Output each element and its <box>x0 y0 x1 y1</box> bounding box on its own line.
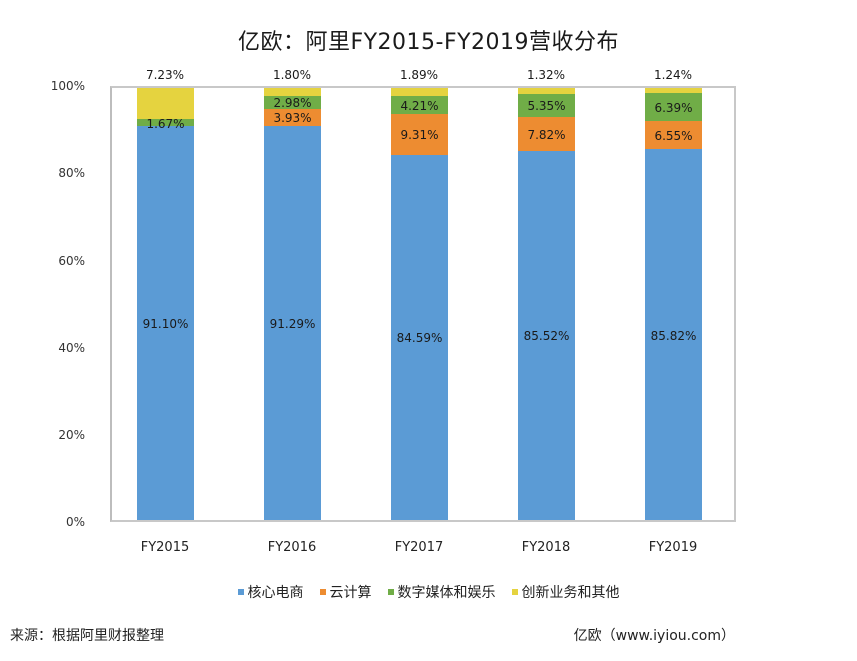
bar-segment <box>391 154 448 520</box>
data-label: 91.10% <box>142 317 189 332</box>
data-label: 85.52% <box>523 329 570 344</box>
legend-label: 数字媒体和娱乐 <box>397 585 496 601</box>
data-label: 2.98% <box>273 96 312 111</box>
bar-segment <box>645 93 702 121</box>
bar-fy2016: 91.29% 3.93% 2.98% <box>264 88 321 520</box>
data-label-top: 1.32% <box>526 68 566 82</box>
bar-segment <box>264 88 321 96</box>
bar-segment <box>391 96 448 115</box>
legend: 核心电商 云计算 数字媒体和娱乐 创新业务和其他 <box>0 582 857 602</box>
data-label: 4.21% <box>400 99 439 114</box>
x-tick-fy2016: FY2016 <box>267 540 317 555</box>
legend-swatch-icon <box>237 589 244 595</box>
legend-label: 创新业务和其他 <box>521 585 620 601</box>
data-label-top: 7.23% <box>145 68 185 82</box>
x-tick-fy2015: FY2015 <box>140 540 190 555</box>
legend-item-cloud: 云计算 <box>319 582 372 602</box>
bar-fy2019: 85.82% 6.55% 6.39% <box>645 88 702 520</box>
legend-item-innovation: 创新业务和其他 <box>511 582 620 602</box>
y-tick-0: 0% <box>65 515 85 529</box>
legend-label: 核心电商 <box>247 585 304 601</box>
bar-segment <box>645 88 702 94</box>
source-note: 来源：根据阿里财报整理 <box>10 628 164 644</box>
data-label: 5.35% <box>527 99 566 114</box>
y-tick-80: 80% <box>58 166 85 180</box>
chart-title: 亿欧：阿里FY2015-FY2019营收分布 <box>237 30 620 55</box>
bar-segment <box>264 108 321 126</box>
legend-swatch-icon <box>387 589 394 595</box>
bar-fy2017: 84.59% 9.31% 4.21% <box>391 88 448 520</box>
x-tick-fy2019: FY2019 <box>648 540 698 555</box>
data-label-top: 1.24% <box>653 68 693 82</box>
legend-item-core-ecommerce: 核心电商 <box>237 582 304 602</box>
y-tick-100: 100% <box>50 79 85 93</box>
bar-segment <box>137 119 194 127</box>
y-tick-60: 60% <box>58 254 85 268</box>
data-label: 6.39% <box>654 101 693 116</box>
bar-segment <box>391 88 448 97</box>
data-label: 91.29% <box>269 316 316 331</box>
bar-fy2018: 85.52% 7.82% 5.35% <box>518 87 575 520</box>
bar-segment <box>645 120 702 150</box>
bar-segment <box>391 114 448 155</box>
bar-segment <box>137 126 194 520</box>
legend-label: 云计算 <box>329 585 372 601</box>
data-label-top: 1.89% <box>399 68 439 82</box>
y-tick-40: 40% <box>58 341 85 355</box>
data-label: 84.59% <box>396 331 443 346</box>
legend-swatch-icon <box>511 589 518 595</box>
x-tick-fy2018: FY2018 <box>521 540 571 555</box>
data-label: 85.82% <box>650 328 697 343</box>
credit-note: 亿欧（www.iyiou.com） <box>573 628 735 644</box>
bar-segment <box>518 87 575 94</box>
data-label: 6.55% <box>654 129 693 144</box>
x-tick-fy2017: FY2017 <box>394 540 444 555</box>
data-label: 9.31% <box>400 128 439 143</box>
data-label: 7.82% <box>527 127 566 142</box>
data-label-top: 1.80% <box>272 68 312 82</box>
bar-segment <box>264 125 321 520</box>
bar-segment <box>137 88 194 120</box>
legend-swatch-icon <box>319 589 326 595</box>
data-label: 1.67% <box>146 116 185 131</box>
y-tick-20: 20% <box>58 428 85 442</box>
legend-item-media: 数字媒体和娱乐 <box>387 582 496 602</box>
bar-segment <box>645 149 702 520</box>
plot-area: 91.10% 1.67% 91.29% 3.93% 2.98% 84.59% 9.31% 4.… <box>110 86 736 522</box>
bar-segment <box>518 93 575 117</box>
bar-segment <box>518 116 575 151</box>
bar-segment <box>518 150 575 520</box>
data-label: 3.93% <box>273 111 312 126</box>
bar-segment <box>264 95 321 109</box>
bar-fy2015: 91.10% 1.67% <box>137 88 194 520</box>
